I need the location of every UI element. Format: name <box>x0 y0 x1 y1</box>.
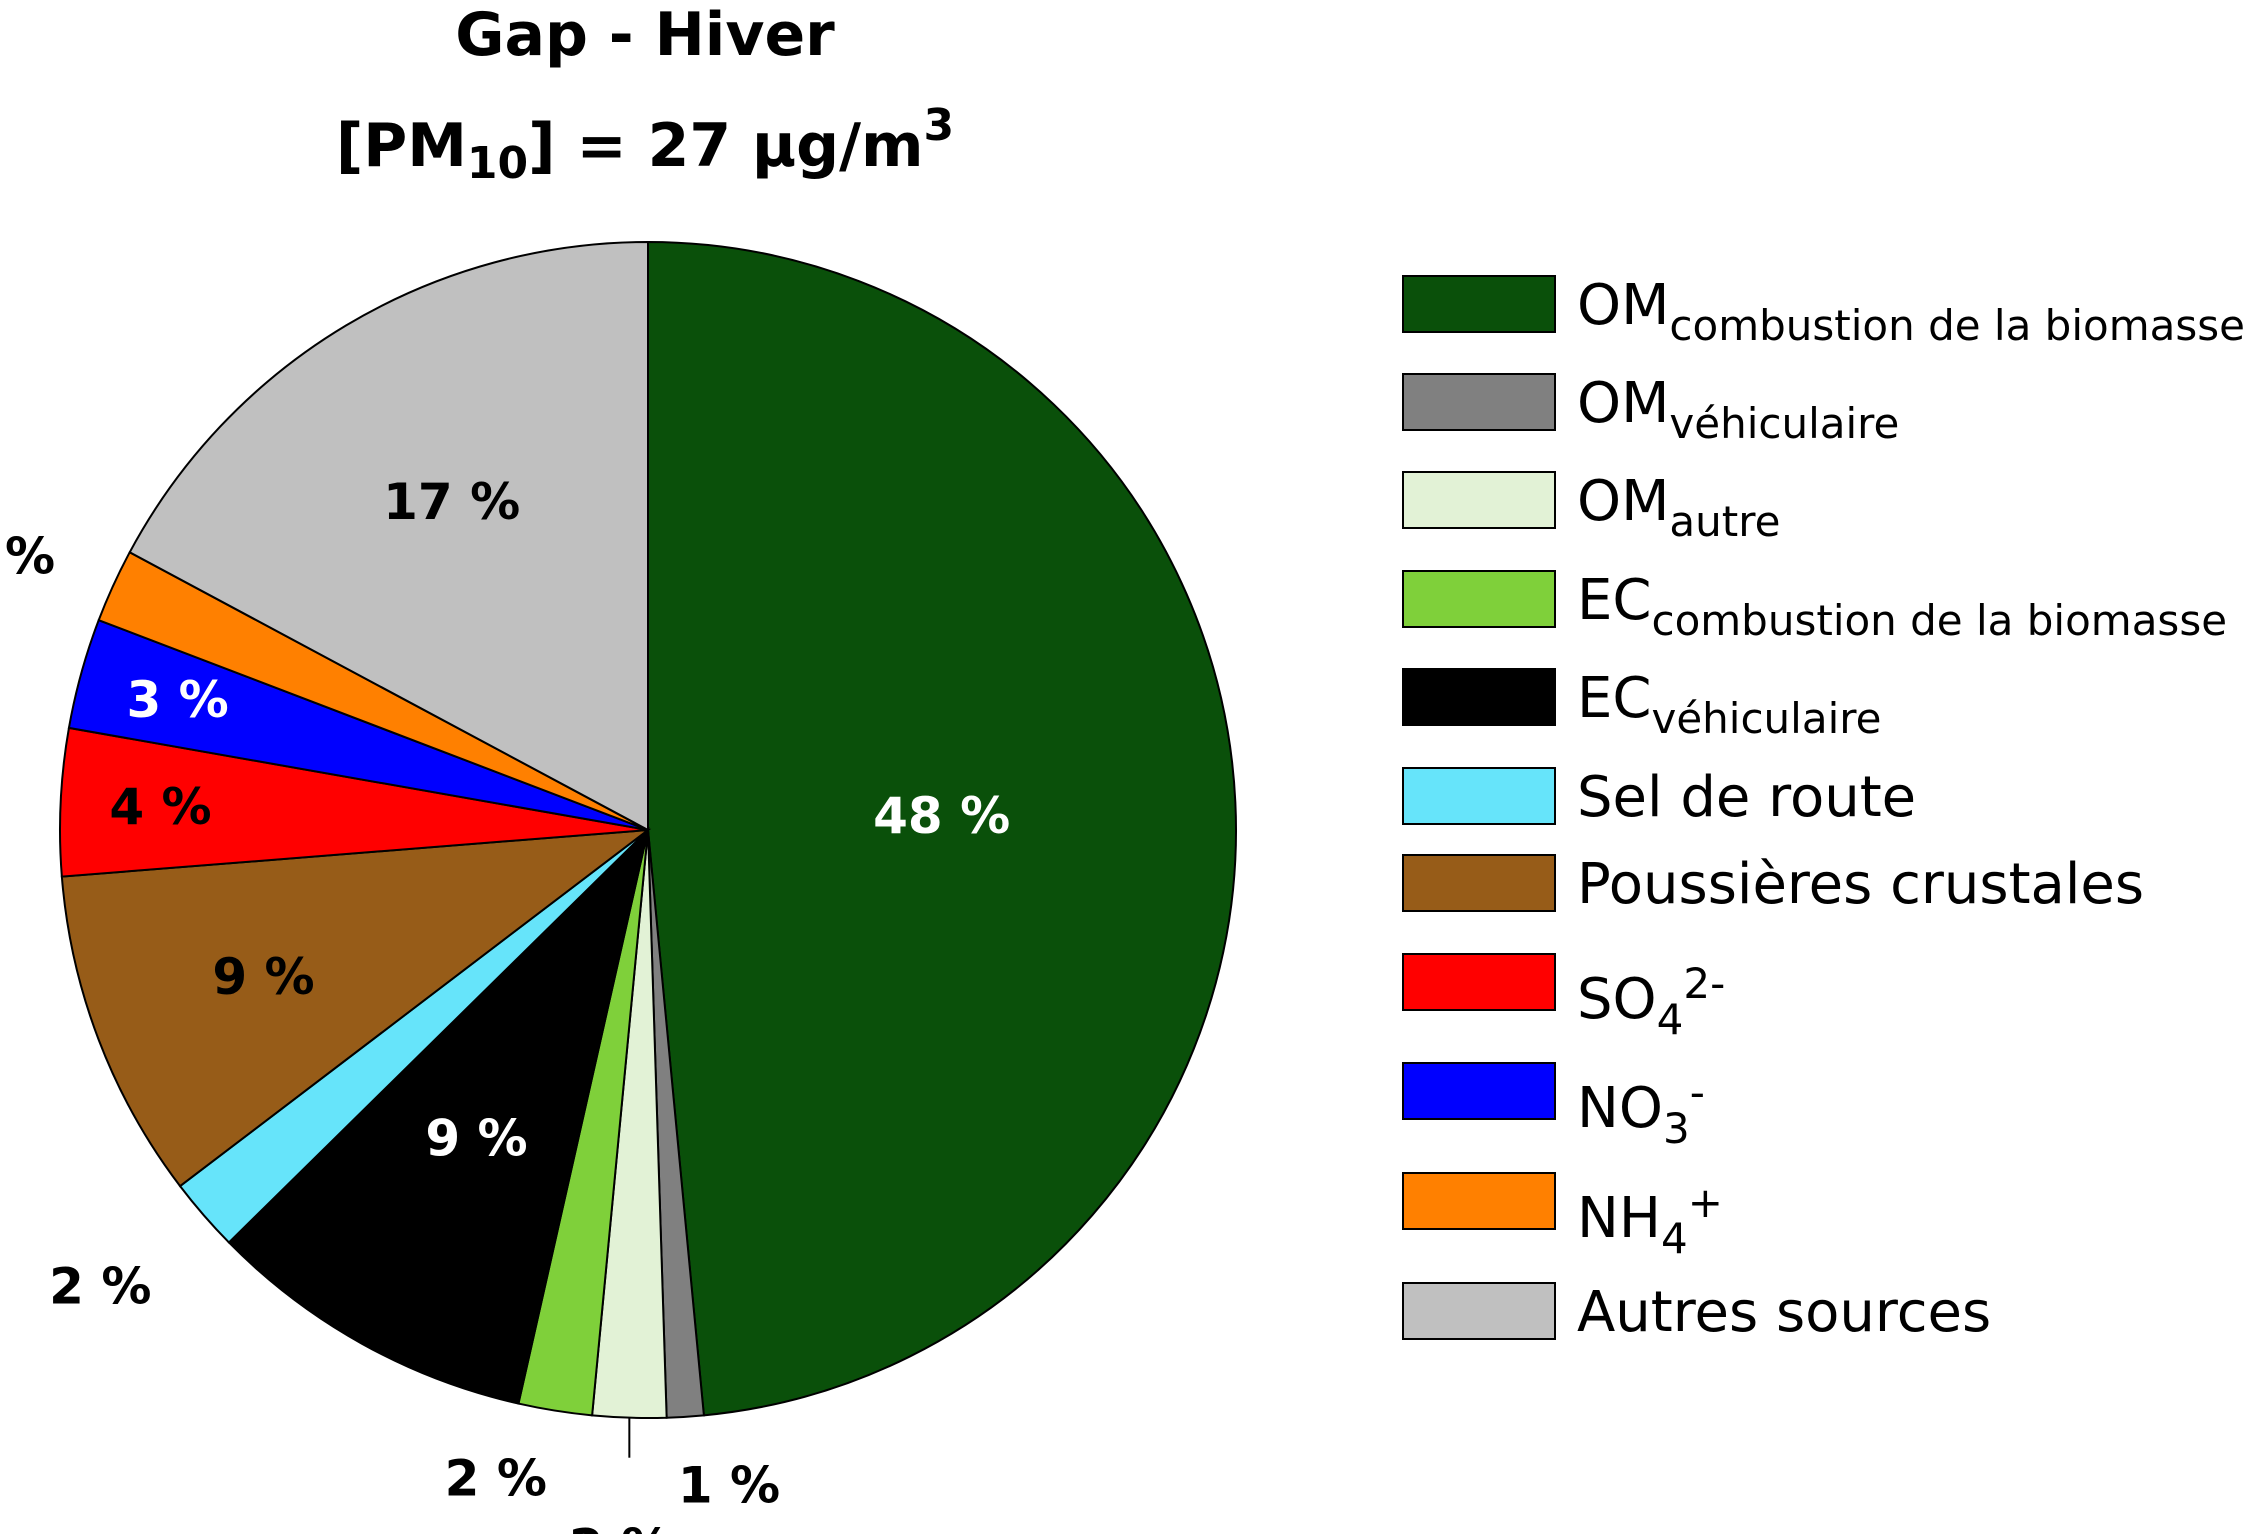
legend-swatch <box>1402 1172 1556 1230</box>
legend-label: OMvéhiculaire <box>1577 371 1899 457</box>
legend-label-main: Autres sources <box>1577 1280 1992 1345</box>
legend-swatch <box>1402 767 1556 825</box>
legend-label-main: NH <box>1577 1186 1661 1251</box>
legend-swatch <box>1402 275 1556 333</box>
subtitle-prefix: [PM <box>335 111 467 181</box>
legend-label-main: OM <box>1577 469 1670 534</box>
chart-title: Gap - Hiver <box>455 0 835 70</box>
legend-label-main: Poussières crustales <box>1577 852 2145 917</box>
legend-label-subscript: 3 <box>1662 1104 1690 1153</box>
legend-swatch <box>1402 1062 1556 1120</box>
subtitle-middle: ] = 27 µg/m <box>528 111 924 181</box>
legend-label-subscript: 4 <box>1661 1214 1688 1263</box>
legend-label: Sel de route <box>1577 765 1916 831</box>
legend-label-superscript: 2- <box>1683 959 1726 1008</box>
data-label-sel: 2 % <box>49 1257 151 1315</box>
legend-swatch <box>1402 373 1556 431</box>
legend-swatch <box>1402 953 1556 1011</box>
legend-label-main: NO <box>1577 1076 1663 1141</box>
legend-label-superscript: - <box>1689 1068 1705 1117</box>
legend-label-main: EC <box>1577 666 1652 731</box>
legend-label-main: OM <box>1577 273 1670 338</box>
legend-swatch <box>1402 668 1556 726</box>
legend-swatch <box>1402 570 1556 628</box>
pie-slice-om_bio <box>647 240 1238 1417</box>
legend-label-main: Sel de route <box>1577 765 1917 830</box>
legend-label: Autres sources <box>1577 1280 1991 1346</box>
pie-slices <box>59 240 1238 1419</box>
legend-label: ECvéhiculaire <box>1577 666 1881 752</box>
legend-label-subscript: 4 <box>1656 995 1684 1044</box>
legend-swatch <box>1402 1282 1556 1340</box>
subtitle-subscript: 10 <box>466 138 529 189</box>
legend-label: OMautre <box>1577 469 1780 555</box>
legend-label: NO3- <box>1577 1060 1705 1162</box>
legend-label-main: EC <box>1577 568 1652 633</box>
legend-label: OMcombustion de la biomasse <box>1577 273 2245 359</box>
data-label-ec_bio: 2 % <box>445 1450 547 1508</box>
legend-label-subscript: combustion de la biomasse <box>1651 596 2228 645</box>
legend-label-main: SO <box>1577 967 1657 1032</box>
pie-chart: 48 % 1 % 2 % 2 % 9 % 2 % 9 % 4 % 3 % 2 % 17 % <box>0 240 1238 1534</box>
legend-label-subscript: autre <box>1669 497 1781 546</box>
data-label-om_autre: 2 % <box>569 1519 671 1534</box>
data-label-so4: 4 % <box>109 778 211 836</box>
chart-subtitle-concentration: [PM10] = 27 µg/m3 <box>0 100 1290 189</box>
legend-label: NH4+ <box>1577 1170 1723 1272</box>
legend-label: Poussières crustales <box>1577 852 2144 918</box>
data-label-no3: 3 % <box>126 671 228 729</box>
data-label-ec_veh: 9 % <box>425 1109 527 1167</box>
legend-label-superscript: + <box>1687 1178 1723 1227</box>
legend-label: SO42- <box>1577 951 1725 1053</box>
data-label-nh4: 2 % <box>0 527 55 585</box>
legend-swatch <box>1402 854 1556 912</box>
legend-label-subscript: combustion de la biomasse <box>1669 301 2245 350</box>
pie-slice-crust <box>60 828 652 1188</box>
legend-swatch <box>1402 471 1556 529</box>
subtitle-superscript: 3 <box>923 100 955 151</box>
data-label-om_bio: 48 % <box>873 787 1010 845</box>
legend-label-subscript: véhiculaire <box>1651 694 1882 743</box>
pie-slice-autres <box>128 240 649 832</box>
pie-slice-ec_veh <box>227 826 650 1405</box>
legend-label: ECcombustion de la biomasse <box>1577 568 2227 654</box>
data-label-om_veh: 1 % <box>678 1456 780 1514</box>
pie-data-labels: 48 % 1 % 2 % 2 % 9 % 2 % 9 % 4 % 3 % 2 % 17 % <box>0 473 1010 1534</box>
data-label-crust: 9 % <box>212 948 314 1006</box>
legend-label-subscript: véhiculaire <box>1669 399 1900 448</box>
data-label-autres: 17 % <box>383 473 520 531</box>
legend-label-main: OM <box>1577 371 1670 436</box>
